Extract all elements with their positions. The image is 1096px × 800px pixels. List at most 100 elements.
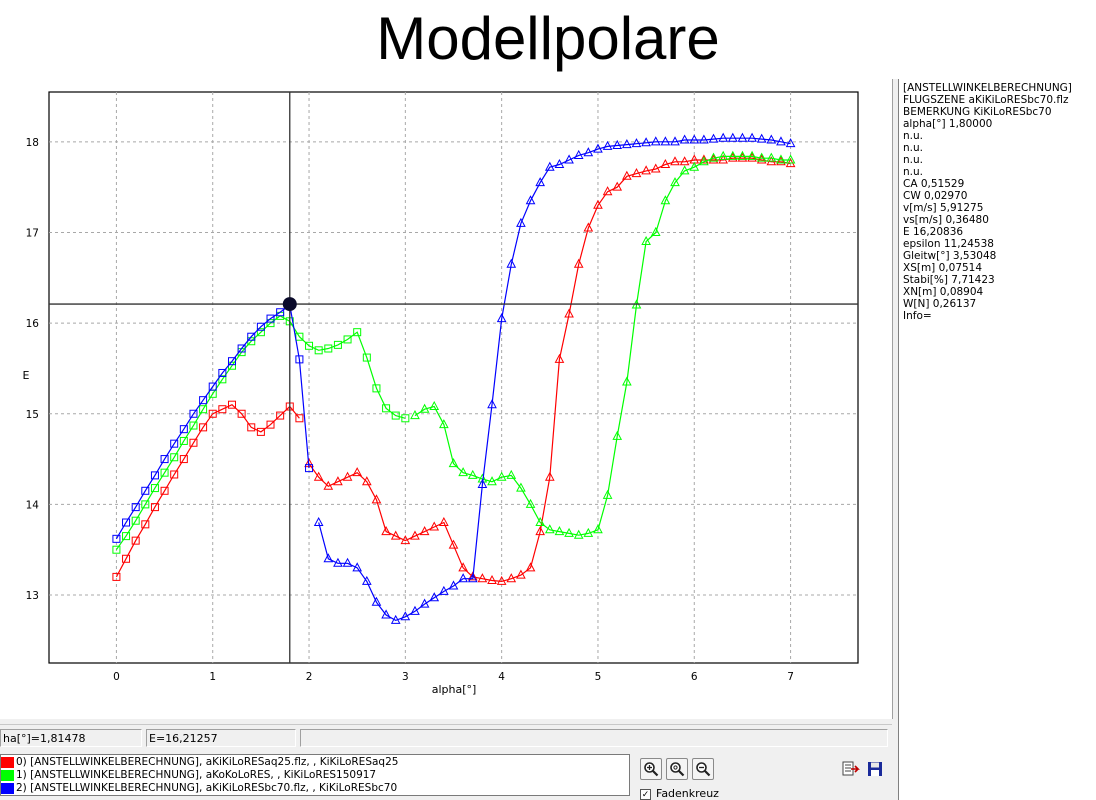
data-point — [747, 150, 757, 160]
data-point — [189, 421, 198, 430]
data-point — [371, 494, 382, 504]
data-point — [612, 181, 623, 191]
x-tick-label: 7 — [787, 671, 794, 683]
data-point — [237, 409, 246, 418]
plot-area — [48, 91, 859, 664]
data-point — [650, 163, 661, 173]
data-point — [496, 313, 507, 323]
info-line: vs[m/s] 0,36480 — [903, 214, 989, 226]
data-point — [535, 526, 546, 536]
data-point — [727, 152, 738, 162]
series-legend[interactable]: 0) [ANSTELLWINKELBERECHNUNG], aKiKiLoRES… — [0, 754, 630, 796]
data-point — [612, 430, 623, 440]
x-axis-label: alpha[°] — [432, 683, 477, 696]
data-point — [419, 598, 430, 608]
data-point — [410, 410, 420, 420]
data-point — [343, 335, 352, 344]
data-point — [189, 438, 198, 447]
zoom-reset-icon — [670, 762, 685, 777]
data-point — [131, 536, 140, 545]
legend-label: 2) [ANSTELLWINKELBERECHNUNG], aKiKiLoRES… — [16, 782, 398, 794]
data-point — [352, 467, 363, 477]
status-bar: ha[°]=1,81478 E=16,21257 — [0, 724, 892, 751]
legend-swatch-blue — [1, 783, 14, 794]
x-tick-label: 2 — [306, 671, 313, 683]
data-point — [641, 165, 651, 175]
data-point — [756, 152, 767, 162]
data-point — [679, 156, 690, 166]
y-tick-label: 16 — [26, 318, 40, 330]
data-point — [593, 199, 603, 209]
data-point — [467, 573, 478, 583]
info-line: [ANSTELLWINKELBERECHNUNG] — [903, 82, 1072, 94]
data-point — [544, 471, 555, 481]
export-button[interactable] — [840, 758, 862, 780]
data-point — [487, 476, 497, 486]
data-point — [573, 258, 584, 268]
data-point — [314, 346, 323, 355]
data-point — [766, 134, 777, 144]
info-line: CA 0,51529 — [903, 178, 965, 190]
data-point — [237, 344, 246, 353]
data-point — [727, 132, 738, 142]
crosshair-checkbox[interactable]: ✓ — [640, 789, 651, 800]
zoom-out-icon — [696, 762, 711, 777]
data-point — [170, 470, 179, 479]
x-tick-label: 5 — [595, 671, 602, 683]
data-point — [660, 195, 671, 205]
info-line: n.u. — [903, 154, 923, 166]
data-point — [179, 425, 188, 434]
data-point — [199, 405, 208, 414]
data-point — [477, 478, 488, 488]
data-point — [448, 458, 459, 468]
data-point — [199, 396, 208, 405]
chart-crosshair — [49, 92, 858, 663]
y-axis-label: E — [23, 369, 30, 382]
zoom-in-button[interactable] — [640, 758, 662, 780]
data-point — [737, 150, 748, 160]
export-icon — [842, 761, 860, 776]
data-point — [160, 486, 169, 495]
data-point — [506, 573, 517, 583]
data-point — [371, 596, 382, 606]
y-tick-label: 17 — [26, 227, 39, 239]
crosshair-marker — [282, 297, 297, 312]
info-line: Stabi[%] 7,71423 — [903, 274, 995, 286]
data-point — [516, 482, 526, 492]
data-point — [429, 592, 440, 602]
data-point — [756, 154, 767, 164]
data-point — [525, 562, 536, 572]
data-point — [535, 516, 546, 527]
data-point — [208, 409, 217, 418]
zoom-out-button[interactable] — [692, 758, 714, 780]
x-tick-label: 0 — [113, 671, 120, 683]
data-point — [342, 471, 353, 481]
data-point — [583, 527, 594, 537]
data-point — [390, 614, 401, 624]
data-point — [487, 574, 497, 585]
data-point — [256, 427, 265, 436]
info-line: Info= — [903, 310, 932, 322]
polar-chart[interactable]: 0 1 2 3 4 5 6 7 13 14 15 16 17 18 alpha[°] E — [0, 79, 892, 719]
data-point — [564, 154, 574, 164]
data-point — [381, 609, 391, 619]
data-point — [641, 137, 651, 147]
data-point — [785, 154, 796, 164]
data-point — [131, 503, 140, 512]
data-point — [756, 133, 767, 143]
data-point — [256, 328, 265, 337]
status-empty — [300, 729, 888, 747]
data-point — [247, 423, 256, 432]
data-point — [141, 520, 150, 529]
zoom-reset-button[interactable] — [666, 758, 688, 780]
data-point — [391, 411, 400, 420]
data-point — [622, 170, 632, 180]
data-point — [448, 539, 459, 549]
info-line: XS[m] 0,07514 — [903, 262, 983, 274]
legend-swatch-red — [1, 757, 14, 768]
y-tick-label: 13 — [26, 590, 39, 602]
data-point — [218, 368, 227, 377]
save-button[interactable] — [864, 758, 886, 780]
data-point — [747, 132, 757, 142]
data-point — [496, 575, 507, 585]
